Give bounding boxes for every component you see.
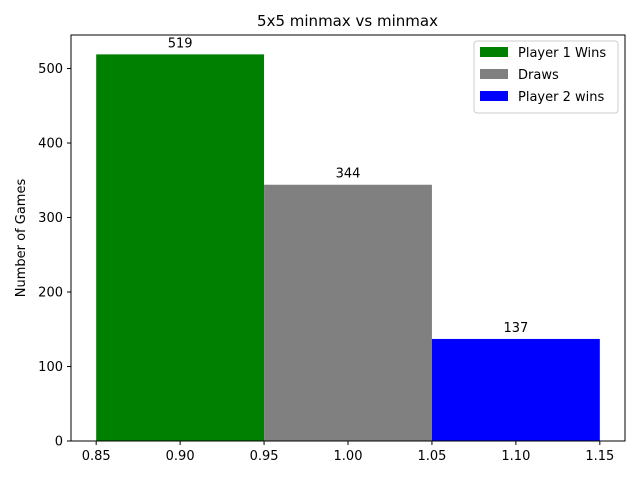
bar-2 bbox=[264, 184, 432, 441]
x-tick-label: 0.90 bbox=[166, 449, 195, 464]
bar-1 bbox=[96, 54, 265, 442]
y-tick-label: 100 bbox=[38, 360, 63, 375]
bar-3 bbox=[431, 338, 600, 441]
legend-swatch bbox=[480, 47, 508, 57]
bar-labels-group: 519 344 137 bbox=[168, 36, 529, 336]
y-tick-label: 300 bbox=[38, 211, 63, 226]
x-axis: 0.85 0.90 0.95 1.00 1.05 1.10 1.15 bbox=[82, 441, 614, 464]
bars-group bbox=[96, 54, 600, 442]
x-tick-label: 1.15 bbox=[585, 449, 614, 464]
legend: Player 1 Wins Draws Player 2 wins bbox=[473, 40, 619, 114]
x-tick-label: 1.10 bbox=[501, 449, 530, 464]
x-tick-label: 0.95 bbox=[250, 449, 279, 464]
bar-value-label: 137 bbox=[503, 321, 528, 336]
legend-swatch bbox=[480, 91, 508, 101]
bar-value-label: 519 bbox=[168, 36, 193, 51]
x-tick-label: 0.85 bbox=[82, 449, 111, 464]
legend-box bbox=[473, 40, 619, 114]
legend-label: Player 2 wins bbox=[518, 90, 604, 105]
legend-label: Player 1 Wins bbox=[518, 46, 606, 61]
y-axis-label: Number of Games bbox=[14, 179, 29, 298]
legend-label: Draws bbox=[518, 68, 559, 83]
plot-frame bbox=[70, 34, 626, 442]
chart-title: 5x5 minmax vs minmax bbox=[257, 12, 438, 30]
legend-swatch bbox=[480, 69, 508, 79]
y-tick-label: 400 bbox=[38, 137, 63, 152]
bar-value-label: 344 bbox=[336, 167, 361, 182]
x-tick-label: 1.05 bbox=[417, 449, 446, 464]
y-axis: 0 100 200 300 400 500 bbox=[38, 62, 71, 450]
y-tick-label: 0 bbox=[55, 435, 63, 450]
y-tick-label: 200 bbox=[38, 286, 63, 301]
y-tick-label: 500 bbox=[38, 62, 63, 77]
x-tick-label: 1.00 bbox=[334, 449, 363, 464]
